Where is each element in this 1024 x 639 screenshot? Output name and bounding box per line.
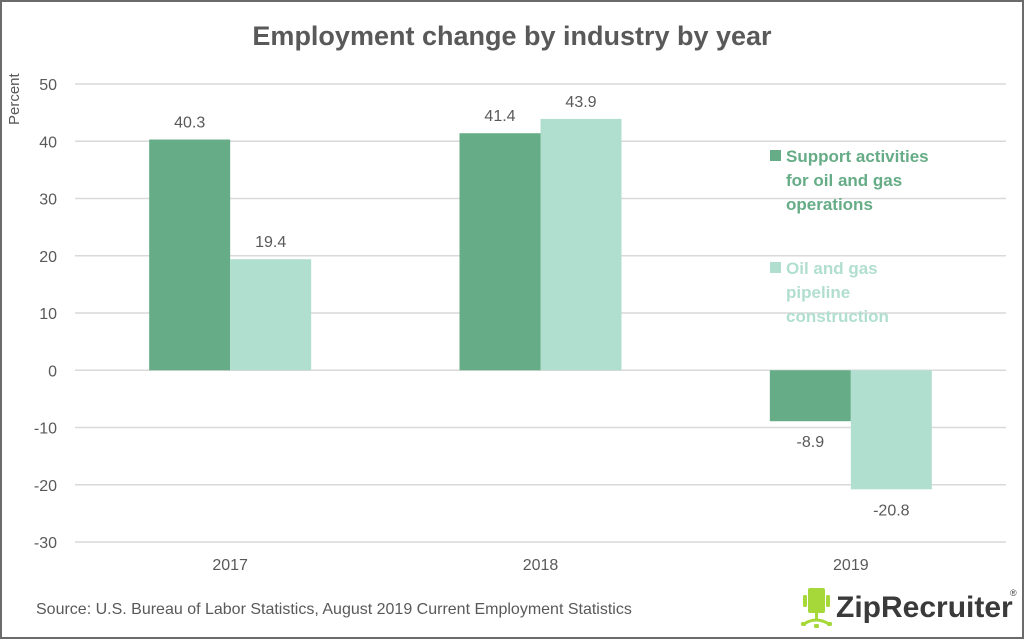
y-tick-label: -30 bbox=[34, 535, 57, 552]
y-tick-label: 50 bbox=[39, 77, 57, 94]
bar bbox=[459, 133, 541, 371]
y-axis-ticks: 50 40 30 20 10 0 -10 -20 -30 bbox=[34, 77, 57, 552]
ziprecruiter-logo: ZipRecruiter ® bbox=[801, 588, 1017, 628]
y-axis-title: Percent bbox=[6, 72, 23, 125]
data-label: -20.8 bbox=[873, 502, 910, 519]
registered-mark: ® bbox=[1010, 588, 1017, 598]
legend-label: Oil and gas bbox=[786, 259, 878, 278]
legend-label: construction bbox=[786, 307, 889, 326]
data-label: 41.4 bbox=[484, 108, 515, 125]
y-tick-label: 40 bbox=[39, 134, 57, 151]
x-axis-ticks: 2017 2018 2019 bbox=[212, 557, 868, 574]
logo-wordmark: ZipRecruiter bbox=[836, 591, 1013, 624]
y-tick-label: -10 bbox=[34, 421, 57, 438]
chair-icon bbox=[801, 588, 832, 628]
legend-swatch bbox=[770, 262, 781, 273]
legend-label: operations bbox=[786, 195, 873, 214]
y-tick-label: 0 bbox=[48, 363, 57, 380]
legend-swatch bbox=[770, 150, 781, 161]
x-tick-label: 2018 bbox=[523, 557, 559, 574]
x-tick-label: 2017 bbox=[212, 557, 248, 574]
data-label: 19.4 bbox=[255, 234, 286, 251]
data-label: 43.9 bbox=[565, 94, 596, 111]
y-tick-label: 30 bbox=[39, 192, 57, 209]
bar bbox=[769, 370, 851, 422]
data-labels: 40.3 19.4 41.4 43.9 -8.9 -20.8 bbox=[174, 94, 910, 519]
bars bbox=[149, 118, 932, 490]
data-label: -8.9 bbox=[797, 434, 825, 451]
x-tick-label: 2019 bbox=[833, 557, 869, 574]
bar bbox=[850, 370, 932, 490]
y-tick-label: 20 bbox=[39, 249, 57, 266]
legend: Support activities for oil and gas operati… bbox=[770, 147, 929, 326]
legend-label: Support activities bbox=[786, 147, 929, 166]
chart-title: Employment change by industry by year bbox=[252, 21, 772, 51]
y-tick-label: 10 bbox=[39, 306, 57, 323]
bar bbox=[230, 259, 312, 371]
legend-label: for oil and gas bbox=[786, 171, 902, 190]
y-tick-label: -20 bbox=[34, 478, 57, 495]
source-note: Source: U.S. Bureau of Labor Statistics,… bbox=[36, 601, 632, 618]
data-label: 40.3 bbox=[174, 115, 205, 132]
bar bbox=[540, 118, 622, 371]
legend-label: pipeline bbox=[786, 283, 850, 302]
bar bbox=[149, 139, 231, 371]
